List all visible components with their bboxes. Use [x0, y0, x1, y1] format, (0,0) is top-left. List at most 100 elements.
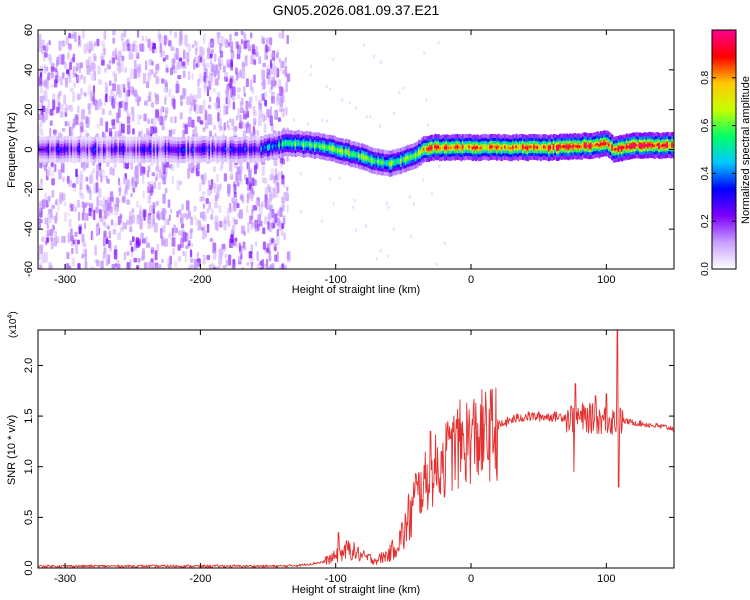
spectrogram-ridge-cell [505, 145, 508, 149]
spectrogram-noise-cell [190, 216, 194, 226]
spectrogram-noise-cell [219, 125, 223, 131]
spectrogram-noise-cell [155, 200, 159, 206]
spectrogram-noise-cell [47, 166, 52, 171]
spectrogram-ridge-cell [242, 148, 245, 151]
spectrogram-noise-cell [132, 128, 135, 135]
spectrogram-ridge-cell [581, 144, 585, 147]
spectrogram-noise-cell [106, 196, 110, 204]
spectrogram-noise-cell [87, 84, 92, 96]
spectrogram-noise-cell [118, 187, 122, 196]
spectrogram-ridge-cell [288, 141, 291, 145]
spectrogram-noise-cell [125, 219, 129, 225]
spectrogram-noise-cell [245, 78, 249, 88]
spectrogram-ridge-cell [226, 148, 229, 152]
spectrogram-noise-cell [116, 263, 121, 269]
spectrogram-ridge-cell [270, 145, 273, 148]
spectrogram-noise-cell [236, 181, 240, 187]
spectrogram-ridge-cell [544, 145, 547, 149]
spectrogram-ridge-cell [666, 143, 669, 147]
spectrogram-noise-cell [115, 198, 119, 208]
spectrogram-noise-cell [144, 60, 148, 71]
spectrogram-noise-cell [122, 194, 127, 205]
spectrogram-noise-cell [51, 189, 55, 198]
spectrogram-ridge-cell [479, 146, 482, 150]
spectrogram-ridge-cell [554, 145, 557, 149]
spectrogram-noise-cell [193, 125, 197, 135]
spectrogram-ridge-cell [216, 148, 219, 151]
spectrogram-noise-cell [172, 95, 175, 101]
spectrogram-noise-cell [73, 82, 76, 88]
spectrogram-noise-cell [321, 118, 324, 122]
spectrogram-ridge-cell [374, 159, 377, 163]
spectrogram-noise-cell [262, 37, 266, 45]
spectrogram-noise-cell [217, 112, 220, 122]
spectrogram-noise-cell [179, 112, 183, 120]
spectrogram-noise-cell [153, 222, 158, 233]
spectrogram-ridge-cell [327, 146, 330, 150]
spectrogram-noise-cell [147, 38, 151, 49]
spectrogram-noise-cell [72, 68, 75, 79]
spectrogram-noise-cell [147, 195, 151, 204]
snr-y-tick-label: 1.5 [23, 408, 35, 423]
spectrogram-noise-cell [286, 73, 291, 83]
spectrogram-ridge-cell [271, 145, 275, 149]
spectrogram-noise-cell [137, 67, 141, 78]
spectrogram-noise-cell [258, 56, 262, 64]
spectrogram-noise-cell [72, 91, 75, 102]
spectrogram-ridge-cell [348, 151, 351, 155]
spectrogram-ridge-cell [59, 148, 62, 152]
spectrogram-noise-cell [105, 121, 109, 133]
spectrogram-noise-cell [187, 168, 190, 179]
spectrogram-noise-cell [76, 239, 80, 245]
spectrogram-noise-cell [122, 196, 126, 203]
spectrogram-noise-cell [175, 48, 180, 59]
spectrogram-noise-cell [114, 48, 118, 56]
spectrogram-ridge-cell [388, 162, 392, 166]
spectrogram-noise-cell [159, 42, 163, 54]
spectrogram-noise-cell [299, 172, 302, 176]
spectrogram-ridge-cell [453, 146, 456, 150]
spectrogram-noise-cell [221, 249, 225, 256]
spectrogram-noise-cell [281, 30, 285, 39]
spectrogram-noise-cell [202, 127, 206, 132]
spectrogram-noise-cell [112, 228, 117, 235]
spectrogram-noise-cell [255, 45, 259, 56]
spectrogram-noise-cell [46, 223, 49, 229]
spectrogram-noise-cell [229, 78, 233, 89]
colorbar: 0.0 0.2 0.4 0.6 0.8 Normalized spectral ampl… [700, 29, 750, 276]
spectrogram-ridge-cell [417, 151, 421, 155]
spectrogram-noise-cell [223, 173, 227, 182]
spectrogram-noise-cell [161, 172, 164, 180]
spectrogram-noise-cell [156, 162, 159, 172]
spectrogram-noise-cell [197, 163, 201, 172]
spectrogram-noise-cell [124, 89, 129, 101]
spectrogram-ridge-cell [445, 145, 448, 149]
spectrogram-noise-cell [54, 230, 58, 242]
spectrogram-noise-cell [173, 261, 178, 268]
spectrogram-noise-cell [85, 162, 89, 169]
spectrogram-noise-cell [101, 131, 105, 139]
spectrogram-y-tick-label: -60 [23, 261, 35, 277]
spectrogram-noise-cell [205, 116, 209, 124]
spectrogram-noise-cell [196, 160, 200, 170]
spectrogram-noise-cell [105, 238, 109, 244]
spectrogram-noise-cell [39, 264, 43, 269]
spectrogram-ridge-cell [229, 148, 232, 152]
spectrogram-ridge-cell [138, 148, 141, 151]
spectrogram-noise-cell [259, 267, 263, 269]
spectrogram-ridge-cell [161, 147, 164, 151]
spectrogram-noise-cell [174, 116, 177, 124]
spectrogram-ridge-cell [354, 153, 357, 157]
spectrogram-noise-cell [279, 157, 283, 164]
spectrogram-noise-cell [208, 204, 211, 212]
spectrogram-noise-cell [202, 99, 206, 111]
spectrogram-noise-cell [229, 172, 234, 180]
spectrogram-noise-cell [212, 40, 215, 46]
spectrogram-ridge-cell [552, 145, 556, 149]
spectrogram-noise-cell [141, 248, 145, 259]
spectrogram-noise-cell [72, 123, 76, 129]
spectrogram-noise-cell [171, 227, 174, 237]
snr-x-tick-label: -300 [54, 573, 76, 585]
spectrogram-ridge-cell [427, 147, 430, 151]
spectrogram-noise-cell [43, 90, 48, 102]
